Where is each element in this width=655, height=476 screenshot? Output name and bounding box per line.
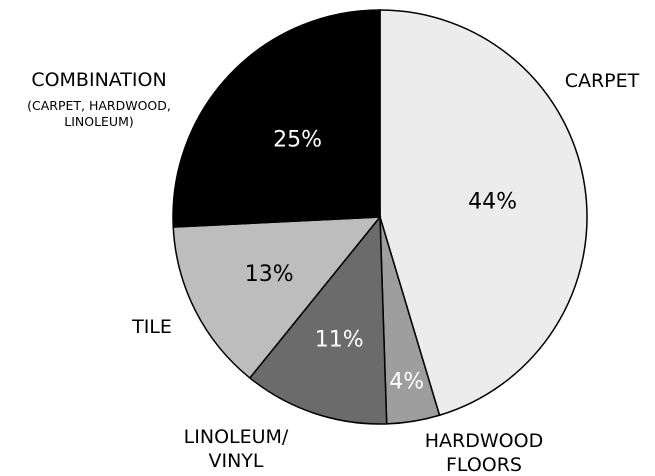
- category-label-combination: COMBINATION: [31, 69, 166, 91]
- pie-slice-combination: [172, 9, 381, 228]
- category-label-linoleum-line2: VINYL: [208, 450, 263, 472]
- pie-slice-linoleum-vinyl: [248, 214, 388, 425]
- pie-slices: [172, 9, 588, 425]
- percent-label-tile: 13%: [245, 262, 294, 287]
- pie-slice-tile: [172, 216, 382, 379]
- category-label-hardwood-line1: HARDWOOD: [425, 430, 543, 452]
- category-sublabel-combination-line2: LINOLEUM): [64, 114, 134, 129]
- category-label-linoleum-line1: LINOLEUM/: [184, 426, 289, 448]
- category-label-hardwood-line2: FLOORS: [446, 454, 522, 476]
- pie-slice-carpet: [379, 9, 588, 417]
- category-label-carpet: CARPET: [565, 70, 640, 92]
- percent-label-hardwood-floors: 4%: [389, 369, 424, 394]
- percent-label-linoleum-vinyl: 11%: [315, 328, 364, 353]
- percent-labels: 44% 4% 11% 13% 25%: [245, 128, 517, 395]
- category-label-tile: TILE: [131, 316, 172, 338]
- percent-label-combination: 25%: [273, 128, 322, 153]
- percent-label-carpet: 44%: [468, 190, 517, 215]
- category-sublabel-combination-line1: (CARPET, HARDWOOD,: [27, 98, 171, 113]
